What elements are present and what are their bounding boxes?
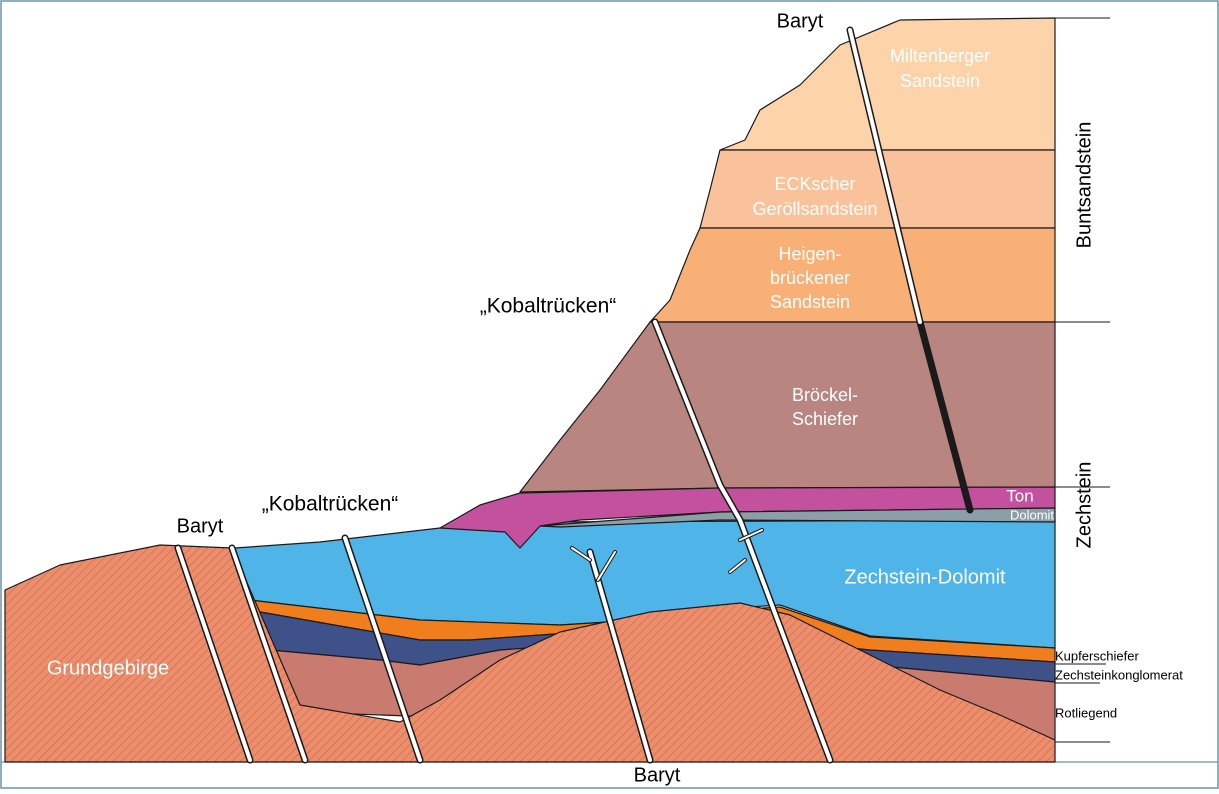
label: ECKscher	[774, 174, 855, 194]
label: Kupferschiefer	[1055, 648, 1139, 663]
label: Zechstein	[1073, 462, 1095, 549]
label: „Kobaltrücken“	[480, 295, 617, 318]
label: Miltenberger	[890, 46, 990, 66]
geologic-section: Baryt Miltenberger Sandstein ECKscher Ge…	[0, 0, 1219, 789]
label: Zechstein-Dolomit	[844, 566, 1006, 588]
label: Sandstein	[770, 292, 850, 312]
layers	[5, 18, 1055, 762]
label: Baryt	[777, 10, 824, 32]
heigen-layer	[650, 228, 1055, 322]
label: Bröckel-	[792, 385, 858, 405]
label: Zechsteinkonglomerat	[1055, 667, 1183, 682]
label: Baryt	[177, 515, 224, 537]
label: Baryt	[634, 764, 681, 786]
label: Geröllsandstein	[752, 199, 877, 219]
label: Ton	[1006, 486, 1033, 505]
label: Grundgebirge	[47, 657, 169, 679]
label: Sandstein	[900, 71, 980, 91]
label: Rotliegend	[1055, 705, 1117, 720]
miltenberger-layer	[720, 18, 1055, 150]
broeckel-layer	[520, 322, 1055, 492]
label: Dolomit	[1010, 507, 1054, 522]
label: brückener	[770, 268, 850, 288]
label: Buntsandstein	[1073, 122, 1095, 249]
label: „Kobaltrücken“	[262, 493, 399, 516]
label: Heigen-	[778, 244, 841, 264]
label: Schiefer	[792, 409, 858, 429]
